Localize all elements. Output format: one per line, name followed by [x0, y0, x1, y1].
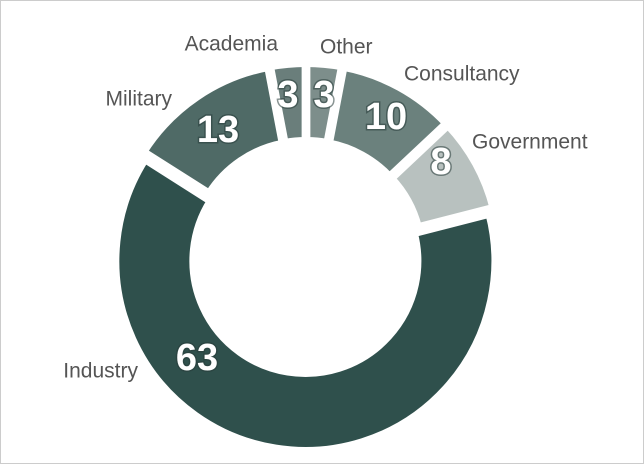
donut-segment	[111, 153, 500, 455]
value-label: 3	[313, 74, 334, 116]
donut-segment	[385, 119, 499, 233]
value-label: 8	[430, 141, 451, 183]
category-label: Military	[106, 88, 173, 111]
category-label: Government	[472, 131, 588, 154]
value-label: 3	[277, 74, 298, 116]
value-label: 10	[365, 96, 407, 138]
category-label: Academia	[185, 33, 279, 56]
category-label: Other	[320, 36, 373, 59]
donut-segment	[265, 59, 310, 148]
category-label: Industry	[63, 360, 138, 383]
value-label: 63	[176, 337, 218, 379]
value-label: 13	[197, 109, 239, 151]
category-label: Consultancy	[404, 63, 520, 86]
